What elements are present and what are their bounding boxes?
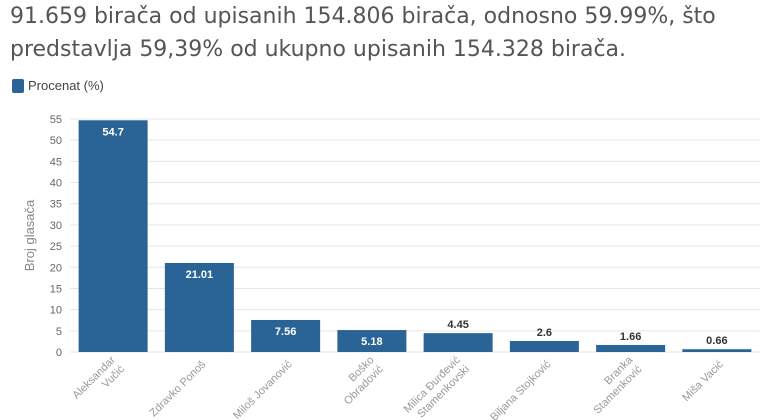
y-tick-label: 0 [56, 347, 62, 359]
bar-value-label: 5.18 [361, 336, 382, 348]
y-tick-label: 50 [50, 135, 62, 147]
x-tick-label: Biljana Stojković [488, 358, 553, 420]
bar-value-label: 2.6 [537, 327, 552, 339]
y-tick-label: 30 [50, 220, 62, 232]
bar[interactable] [682, 349, 752, 352]
bar-value-label: 0.66 [706, 335, 727, 347]
intro-text: 91.659 birača od upisanih 154.806 birača… [10, 0, 780, 66]
bar[interactable] [596, 344, 666, 352]
intro-line-1: 91.659 birača od upisanih 154.806 birača… [10, 4, 716, 29]
chart-legend[interactable]: Procenat (%) [12, 78, 104, 93]
legend-swatch [12, 78, 24, 93]
bar[interactable] [251, 319, 321, 352]
y-tick-label: 5 [56, 326, 62, 338]
bar-value-label: 54.7 [102, 126, 123, 138]
x-tick-label: Milica ĐurđevićStamenkovski [402, 354, 473, 420]
y-tick-label: 40 [50, 178, 62, 190]
y-tick-label: 20 [50, 262, 62, 274]
bar[interactable] [423, 333, 493, 352]
intro-line-2: predstavlja 59,39% od ukupno upisanih 15… [10, 37, 627, 62]
bar-value-label: 1.66 [620, 331, 641, 343]
x-tick-label: BrankaStamenković [582, 354, 645, 417]
bar-value-label: 7.56 [275, 326, 296, 338]
bar[interactable] [78, 120, 148, 353]
y-axis-title: Broj glasača [22, 199, 37, 271]
y-tick-label: 35 [50, 199, 62, 211]
bar[interactable] [509, 340, 579, 352]
y-tick-label: 45 [50, 156, 62, 168]
y-tick-label: 15 [50, 283, 62, 295]
bar-value-label: 21.01 [186, 269, 214, 281]
x-tick-label: Miša Vacić [680, 358, 726, 404]
bar[interactable] [164, 262, 234, 352]
bar[interactable] [337, 330, 407, 352]
y-tick-label: 55 [50, 114, 62, 126]
x-tick-label: Zdravko Ponoš [148, 358, 209, 419]
y-tick-label: 25 [50, 241, 62, 253]
x-tick-label: Miloš Jovanović [231, 358, 295, 420]
y-tick-label: 10 [50, 305, 62, 317]
legend-label: Procenat (%) [28, 78, 104, 93]
x-tick-label: AleksandarVučić [70, 354, 127, 411]
x-tick-label: BoškoObradović [333, 354, 386, 407]
bar-value-label: 4.45 [447, 319, 468, 331]
